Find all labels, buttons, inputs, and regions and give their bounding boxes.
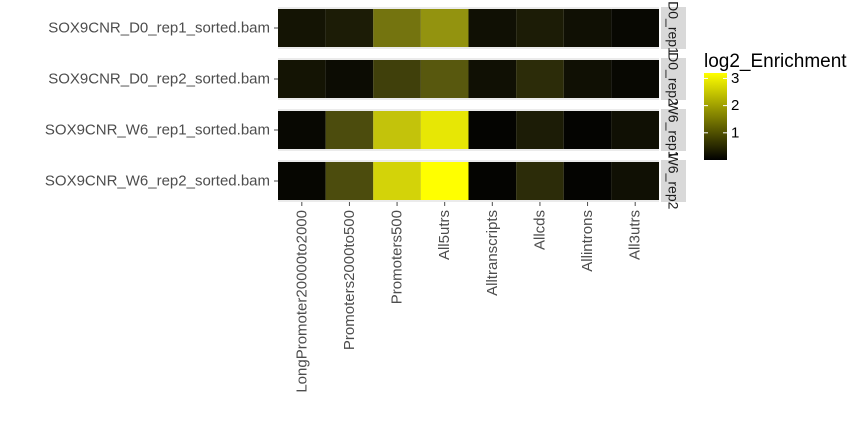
heatmap-tile [373,60,421,98]
x-tick-label: Promoters2000to500 [341,210,358,350]
x-tick-label: Allcds [531,210,548,250]
heatmap-tile [325,111,374,149]
heatmap-tile [278,111,326,149]
heatmap-tile [278,162,326,200]
heatmap-tile [563,111,612,149]
x-tick-label: All3utrs [627,210,644,260]
strip-background [661,7,686,49]
colorbar-tick-label: 2 [731,97,739,114]
strip-background [661,109,686,151]
colorbar-title: log2_Enrichment [704,51,847,72]
strip-label: W6_rep2 [666,153,682,210]
heatmap-tile [468,9,517,47]
strip-label: D0_rep1 [666,1,682,55]
heatmap-tile [468,162,517,200]
panels-layer [278,7,660,202]
heatmap-tile [611,60,660,98]
x-axis-labels: LongPromoter20000to2000 Promoters2000to50… [293,202,644,393]
y-axis-labels: SOX9CNR_D0_rep1_sorted.bam SOX9CNR_D0_rep… [45,20,278,190]
x-tick-label: Alltranscripts [484,210,501,296]
strip-background [661,58,686,100]
heatmap-tile [325,162,374,200]
y-tick-label: SOX9CNR_D0_rep1_sorted.bam [48,20,270,37]
facet-strip: W6_rep2 [661,153,686,210]
heatmap-tile [468,60,517,98]
facet-panel [278,58,660,100]
heatmap-tile [516,111,564,149]
facet-strip: D0_rep2 [661,52,686,106]
heatmap-tile [516,9,564,47]
heatmap-tile [420,111,469,149]
heatmap-tile [373,162,421,200]
facet-panel [278,7,660,49]
x-tick-label: All5utrs [436,210,453,260]
heatmap-tile [420,60,469,98]
heatmap-tile [563,162,612,200]
heatmap-tile [373,111,421,149]
heatmap-tile [563,60,612,98]
heatmap-tile [611,162,660,200]
x-tick-label: LongPromoter20000to2000 [293,210,310,393]
facet-panel [278,160,660,202]
facet-strip: W6_rep1 [661,102,686,159]
colorbar-gradient [704,73,727,160]
heatmap-tile [468,111,517,149]
x-tick-label: Allintrons [579,210,596,272]
y-tick-label: SOX9CNR_D0_rep2_sorted.bam [48,71,270,88]
facet-strip: D0_rep1 [661,1,686,55]
colorbar-ticks: 1 2 3 [704,70,739,141]
heatmap-tile [325,60,374,98]
heatmap-tile [325,9,374,47]
heatmap-tile [611,9,660,47]
colorbar-tick-label: 1 [731,124,739,141]
heatmap-tile [420,162,469,200]
strip-background [661,160,686,202]
colorbar-legend: log2_Enrichment 1 2 3 [704,51,847,160]
heatmap-tile [420,9,469,47]
heatmap-tile [516,162,564,200]
colorbar-tick-label: 3 [731,70,739,87]
y-tick-label: SOX9CNR_W6_rep1_sorted.bam [45,122,270,139]
heatmap-tile [278,9,326,47]
heatmap-tile [611,111,660,149]
heatmap-tile [563,9,612,47]
x-tick-label: Promoters500 [389,210,406,304]
heatmap-tile [278,60,326,98]
heatmap-tile [373,9,421,47]
facet-panel [278,109,660,151]
strip-label: W6_rep1 [666,102,682,159]
y-tick-label: SOX9CNR_W6_rep2_sorted.bam [45,173,270,190]
heatmap-tile [516,60,564,98]
strip-label: D0_rep2 [666,52,682,106]
